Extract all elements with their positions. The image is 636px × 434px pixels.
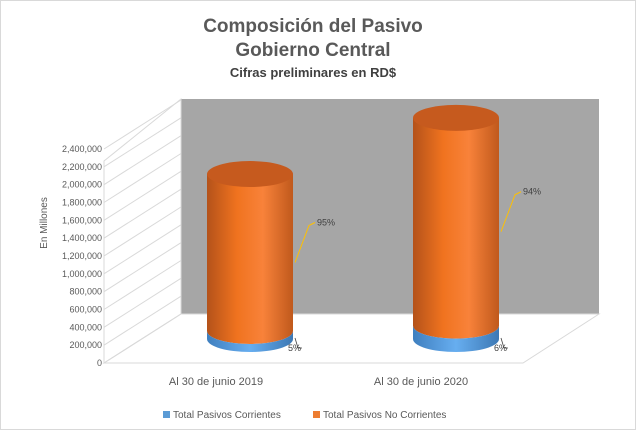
gridline-side	[103, 224, 182, 275]
chart-title-line-2: Gobierno Central	[235, 40, 390, 61]
y-tick-label: 1,000,000	[62, 269, 102, 279]
data-label-corrientes: 6%	[494, 343, 507, 353]
y-tick-label: 400,000	[69, 322, 102, 332]
data-label-no-corrientes: 95%	[317, 218, 335, 228]
y-axis-label: En Millones	[39, 197, 50, 249]
y-tick-label: 2,000,000	[62, 180, 102, 190]
gridline-side	[103, 135, 182, 186]
floor	[102, 313, 601, 364]
bar-no-corrientes	[207, 174, 293, 344]
gridline-side	[103, 206, 182, 257]
y-tick-label: 0	[97, 358, 102, 368]
y-tick-label: 2,200,000	[62, 162, 102, 172]
data-label-leader-no-corrientes	[294, 222, 316, 263]
category-label-1: Al 30 de junio 2019	[169, 376, 263, 388]
bar-corrientes	[207, 330, 293, 352]
y-tick-label: 2,400,000	[62, 144, 102, 154]
gridline-side	[103, 260, 182, 310]
bar-top-cap	[207, 161, 293, 188]
data-label-leader-corrientes	[500, 337, 508, 349]
gridline-side	[103, 242, 182, 293]
data-label-leader-corrientes	[294, 337, 302, 349]
legend-swatch-corrientes	[163, 411, 170, 418]
chart-subtitle: Cifras preliminares en RD$	[230, 65, 397, 80]
legend-label-no-corrientes: Total Pasivos No Corrientes	[323, 410, 446, 421]
chart-title-line-1: Composición del Pasivo	[203, 16, 423, 37]
gridline-side	[103, 313, 182, 364]
category-label-2: Al 30 de junio 2020	[374, 376, 468, 388]
data-label-leader-no-corrientes	[500, 191, 522, 232]
y-tick-label: 1,400,000	[62, 233, 102, 243]
gridlines	[103, 99, 182, 364]
data-label-corrientes: 5%	[288, 343, 301, 353]
bar-no-corrientes	[413, 117, 499, 339]
bar-corrientes	[413, 325, 499, 352]
gridline-side	[103, 117, 182, 168]
bars: 95% 5% 94% 6%	[207, 104, 541, 353]
bar-top-cap	[413, 104, 499, 131]
y-tick-label: 1,600,000	[62, 215, 102, 225]
legend-label-corrientes: Total Pasivos Corrientes	[173, 410, 281, 421]
gridline-side	[103, 188, 182, 239]
data-label-no-corrientes: 94%	[523, 187, 541, 197]
legend-swatch-no-corrientes	[313, 411, 320, 418]
gridline-side	[103, 295, 182, 346]
gridline-side	[103, 277, 182, 328]
gridline-side	[103, 99, 182, 150]
y-axis-ticks: 0 200,000 400,000 600,000 800,000 1,000,000 1,…	[62, 144, 102, 368]
gridline-side	[103, 153, 182, 203]
y-tick-label: 600,000	[69, 305, 102, 315]
y-tick-label: 800,000	[69, 287, 102, 297]
y-tick-label: 1,800,000	[62, 198, 102, 208]
gridline-side	[103, 170, 182, 221]
y-tick-label: 1,200,000	[62, 251, 102, 261]
y-tick-label: 200,000	[69, 340, 102, 350]
